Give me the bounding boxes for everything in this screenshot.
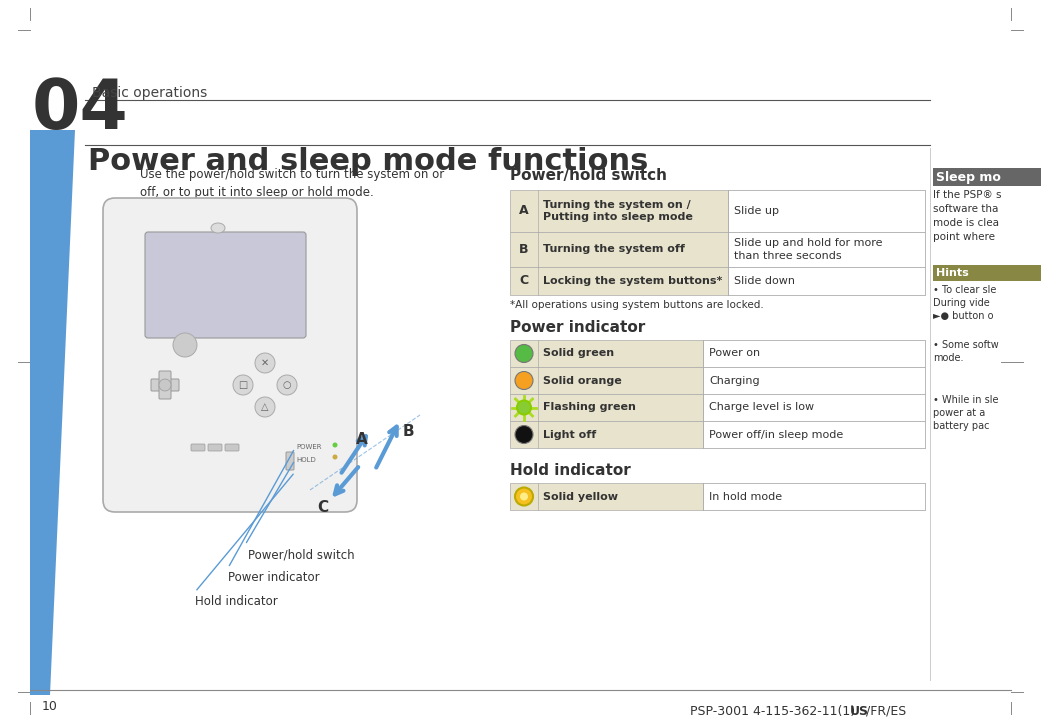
Text: Power/hold switch: Power/hold switch: [248, 548, 355, 561]
FancyBboxPatch shape: [933, 168, 1041, 186]
Text: • Some softw
mode.: • Some softw mode.: [933, 340, 998, 363]
FancyBboxPatch shape: [208, 444, 222, 451]
Circle shape: [517, 401, 531, 414]
FancyBboxPatch shape: [728, 190, 925, 232]
Text: PSP-3001 4-115-362-11(1): PSP-3001 4-115-362-11(1): [690, 705, 859, 718]
Text: Solid orange: Solid orange: [543, 375, 621, 386]
Text: 10: 10: [42, 700, 58, 713]
Text: Power off/in sleep mode: Power off/in sleep mode: [709, 430, 843, 440]
Text: • To clear sle
During vide
►● button o: • To clear sle During vide ►● button o: [933, 285, 996, 321]
FancyBboxPatch shape: [510, 367, 925, 394]
FancyBboxPatch shape: [103, 198, 357, 512]
Text: HOLD: HOLD: [296, 457, 315, 463]
Text: Hints: Hints: [936, 268, 969, 278]
Text: B: B: [402, 425, 414, 440]
Text: Power indicator: Power indicator: [510, 320, 645, 335]
Text: Turning the system on /
Putting into sleep mode: Turning the system on / Putting into sle…: [543, 200, 693, 222]
Text: Light off: Light off: [543, 430, 596, 440]
Circle shape: [173, 333, 197, 357]
Text: Slide down: Slide down: [734, 276, 795, 286]
FancyBboxPatch shape: [159, 371, 171, 399]
Text: If the PSP® s
software tha
mode is clea
point where: If the PSP® s software tha mode is clea …: [933, 190, 1001, 242]
Text: Sleep mo: Sleep mo: [936, 170, 1000, 183]
Text: Locking the system buttons*: Locking the system buttons*: [543, 276, 722, 286]
Text: △: △: [261, 402, 269, 412]
Circle shape: [332, 455, 337, 459]
Circle shape: [332, 443, 337, 448]
Text: Power and sleep mode functions: Power and sleep mode functions: [88, 147, 649, 176]
Circle shape: [277, 375, 297, 395]
Circle shape: [255, 353, 275, 373]
Text: ○: ○: [283, 380, 291, 390]
FancyBboxPatch shape: [703, 394, 925, 421]
Text: In hold mode: In hold mode: [709, 492, 782, 502]
Text: Basic operations: Basic operations: [92, 86, 207, 100]
Text: A: A: [356, 432, 367, 448]
Text: Solid green: Solid green: [543, 349, 614, 359]
Text: Use the power/hold switch to turn the system on or
off, or to put it into sleep : Use the power/hold switch to turn the sy…: [139, 168, 445, 199]
Text: A: A: [519, 204, 529, 217]
Text: Charge level is low: Charge level is low: [709, 402, 814, 412]
FancyBboxPatch shape: [703, 367, 925, 394]
Text: Hold indicator: Hold indicator: [510, 463, 631, 478]
Text: Charging: Charging: [709, 375, 760, 386]
FancyBboxPatch shape: [510, 421, 925, 448]
Text: C: C: [318, 500, 329, 516]
Circle shape: [233, 375, 253, 395]
FancyBboxPatch shape: [145, 232, 306, 338]
Text: ✕: ✕: [261, 358, 269, 368]
Circle shape: [515, 344, 533, 362]
Circle shape: [515, 372, 533, 389]
FancyBboxPatch shape: [151, 379, 179, 391]
FancyBboxPatch shape: [510, 190, 925, 232]
FancyBboxPatch shape: [728, 267, 925, 295]
Circle shape: [159, 379, 171, 391]
Text: /FR/ES: /FR/ES: [866, 705, 907, 718]
Text: Power/hold switch: Power/hold switch: [510, 168, 667, 183]
Circle shape: [515, 487, 533, 505]
FancyBboxPatch shape: [933, 265, 1041, 281]
Text: Turning the system off: Turning the system off: [543, 245, 685, 254]
FancyBboxPatch shape: [703, 421, 925, 448]
Circle shape: [515, 425, 533, 443]
Text: Flashing green: Flashing green: [543, 402, 636, 412]
Text: Slide up: Slide up: [734, 206, 779, 216]
Text: Power on: Power on: [709, 349, 760, 359]
Ellipse shape: [211, 223, 225, 233]
Polygon shape: [30, 130, 75, 695]
Text: Power indicator: Power indicator: [228, 571, 320, 584]
FancyBboxPatch shape: [191, 444, 205, 451]
Text: 04: 04: [32, 76, 129, 143]
FancyBboxPatch shape: [510, 232, 925, 267]
FancyBboxPatch shape: [510, 340, 925, 367]
FancyBboxPatch shape: [703, 340, 925, 367]
FancyBboxPatch shape: [510, 394, 925, 421]
FancyBboxPatch shape: [286, 452, 294, 470]
Text: • While in sle
power at a
battery pac: • While in sle power at a battery pac: [933, 395, 998, 432]
Text: Hold indicator: Hold indicator: [195, 595, 278, 608]
FancyBboxPatch shape: [728, 232, 925, 267]
Text: Slide up and hold for more
than three seconds: Slide up and hold for more than three se…: [734, 238, 883, 261]
FancyBboxPatch shape: [510, 483, 925, 510]
FancyBboxPatch shape: [703, 483, 925, 510]
Text: C: C: [519, 274, 529, 287]
Text: *All operations using system buttons are locked.: *All operations using system buttons are…: [510, 300, 764, 310]
Text: B: B: [519, 243, 529, 256]
Text: POWER: POWER: [296, 444, 322, 450]
Text: Solid yellow: Solid yellow: [543, 492, 618, 502]
Text: □: □: [238, 380, 248, 390]
FancyBboxPatch shape: [510, 267, 925, 295]
Circle shape: [520, 492, 528, 500]
Text: US: US: [850, 705, 869, 718]
Circle shape: [255, 397, 275, 417]
FancyBboxPatch shape: [225, 444, 239, 451]
